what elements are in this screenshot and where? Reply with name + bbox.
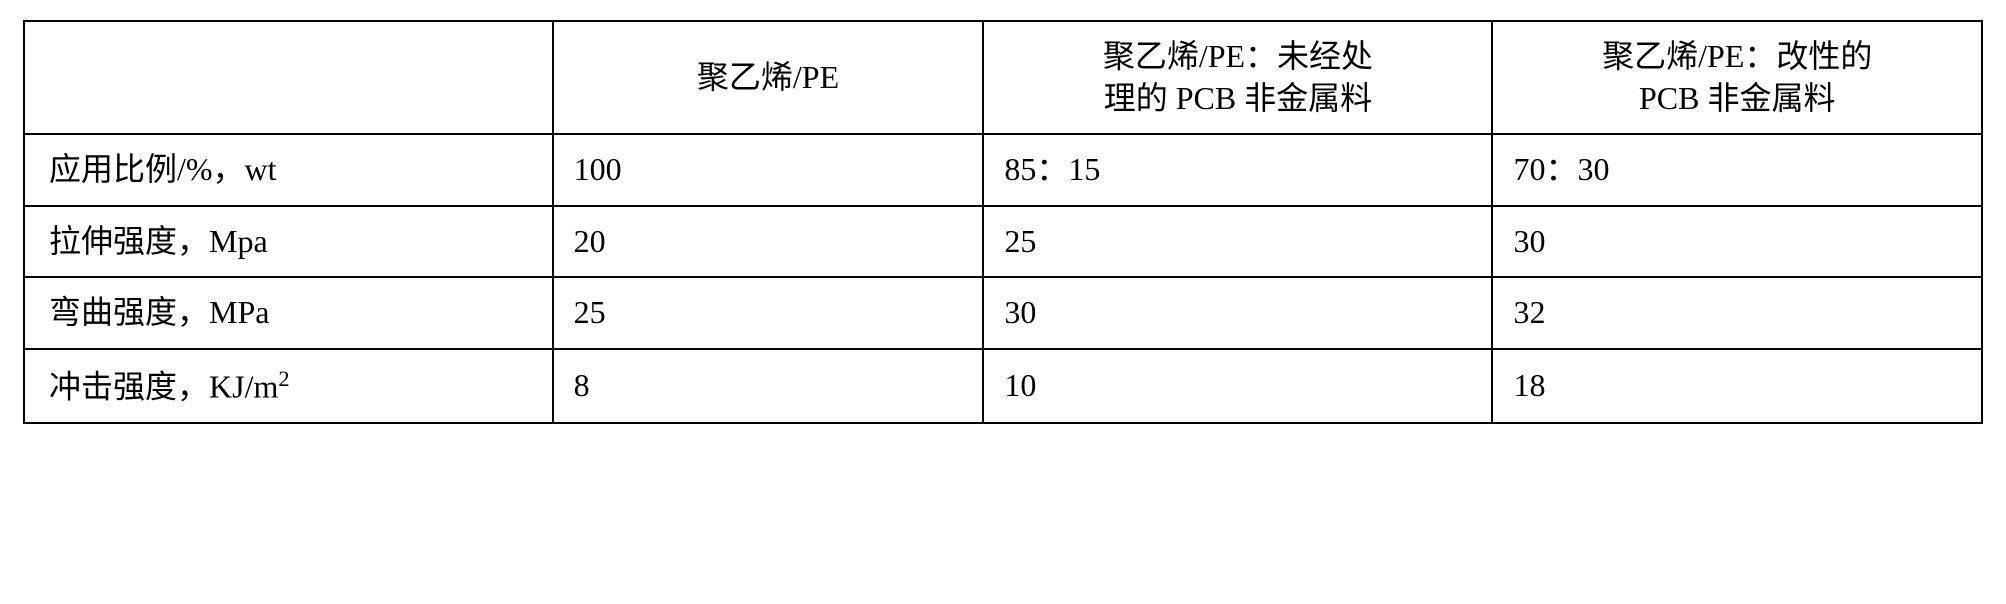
cell-value: 30 bbox=[1492, 206, 1982, 278]
header-untreated: 聚乙烯/PE：未经处 理的 PCB 非金属料 bbox=[983, 21, 1492, 134]
cell-value: 32 bbox=[1492, 277, 1982, 349]
row-label: 弯曲强度，MPa bbox=[24, 277, 553, 349]
data-table: 聚乙烯/PE 聚乙烯/PE：未经处 理的 PCB 非金属料 聚乙烯/PE：改性的… bbox=[23, 20, 1983, 424]
cell-value: 70：30 bbox=[1492, 134, 1982, 206]
material-properties-table: 聚乙烯/PE 聚乙烯/PE：未经处 理的 PCB 非金属料 聚乙烯/PE：改性的… bbox=[23, 20, 1983, 424]
table-row: 应用比例/%，wt 100 85：15 70：30 bbox=[24, 134, 1982, 206]
header-modified-line2: PCB 非金属料 bbox=[1639, 80, 1836, 116]
row-label: 冲击强度，KJ/m2 bbox=[24, 349, 553, 423]
row-label: 拉伸强度，Mpa bbox=[24, 206, 553, 278]
header-modified-line1: 聚乙烯/PE：改性的 bbox=[1602, 38, 1872, 74]
header-blank bbox=[24, 21, 553, 134]
cell-value: 20 bbox=[553, 206, 984, 278]
header-pe: 聚乙烯/PE bbox=[553, 21, 984, 134]
cell-value: 10 bbox=[983, 349, 1492, 423]
row-label-superscript: 2 bbox=[278, 366, 289, 391]
cell-value: 8 bbox=[553, 349, 984, 423]
header-untreated-line1: 聚乙烯/PE：未经处 bbox=[1103, 38, 1373, 74]
row-label-text: 冲击强度，KJ/m bbox=[49, 369, 278, 405]
cell-value: 30 bbox=[983, 277, 1492, 349]
cell-value: 18 bbox=[1492, 349, 1982, 423]
cell-value: 25 bbox=[983, 206, 1492, 278]
table-header-row: 聚乙烯/PE 聚乙烯/PE：未经处 理的 PCB 非金属料 聚乙烯/PE：改性的… bbox=[24, 21, 1982, 134]
header-untreated-line2: 理的 PCB 非金属料 bbox=[1104, 80, 1373, 116]
header-modified: 聚乙烯/PE：改性的 PCB 非金属料 bbox=[1492, 21, 1982, 134]
table-row: 弯曲强度，MPa 25 30 32 bbox=[24, 277, 1982, 349]
cell-value: 25 bbox=[553, 277, 984, 349]
cell-value: 85：15 bbox=[983, 134, 1492, 206]
table-row: 拉伸强度，Mpa 20 25 30 bbox=[24, 206, 1982, 278]
table-row: 冲击强度，KJ/m2 8 10 18 bbox=[24, 349, 1982, 423]
row-label: 应用比例/%，wt bbox=[24, 134, 553, 206]
cell-value: 100 bbox=[553, 134, 984, 206]
